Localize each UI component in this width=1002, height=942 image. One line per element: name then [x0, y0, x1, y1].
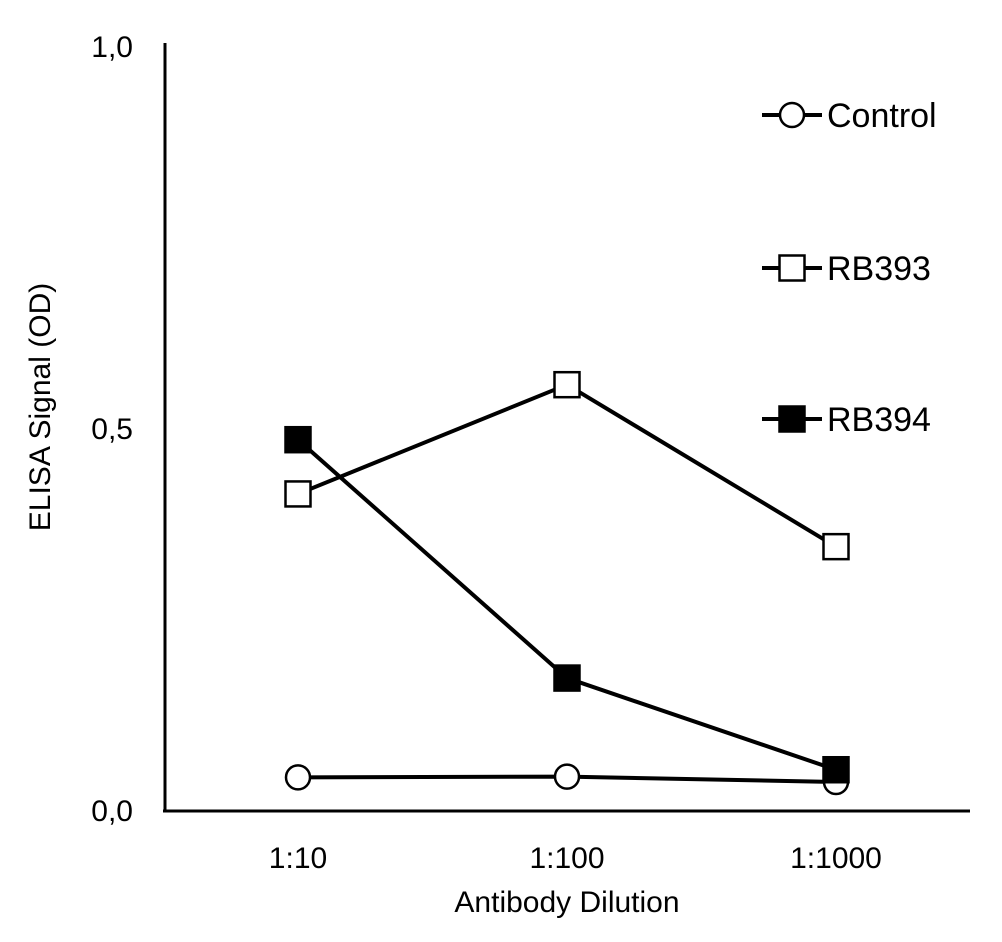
legend-label: Control	[827, 97, 937, 135]
y-tick-label: 0,0	[91, 795, 133, 828]
y-tick-label: 1,0	[91, 31, 133, 64]
data-point-rb393	[553, 370, 581, 399]
x-tick-label: 1:1000	[790, 842, 882, 875]
legend-marker-control	[778, 101, 806, 129]
x-axis-title: Antibody Dilution	[454, 886, 679, 919]
data-point-rb393	[822, 532, 850, 561]
data-point-rb393	[284, 480, 312, 508]
legend-marker-rb393	[778, 254, 806, 282]
series-line-rb393	[297, 382, 838, 549]
data-point-rb394	[822, 755, 850, 784]
series-rb393	[284, 370, 850, 561]
legend-entry-rb394: RB394	[762, 401, 931, 439]
data-point-rb394	[553, 664, 581, 692]
axes	[163, 43, 970, 813]
legend-entry-rb393: RB393	[762, 250, 931, 288]
x-tick-label: 1:100	[529, 842, 604, 875]
legend-label: RB394	[827, 401, 931, 439]
legend: Control RB393 RB394	[762, 97, 937, 439]
x-tick-label: 1:10	[269, 842, 327, 875]
series-lines	[284, 370, 850, 796]
x-tick-labels: 1:10 1:100 1:1000	[269, 842, 882, 875]
y-tick-labels: 0,0 0,5 1,0	[91, 31, 133, 828]
y-axis-title: ELISA Signal (OD)	[24, 283, 57, 531]
y-tick-label: 0,5	[91, 413, 133, 446]
series-control	[284, 763, 850, 796]
series-line-rb394	[296, 438, 837, 772]
legend-label: RB393	[827, 250, 931, 288]
series-rb394	[284, 425, 850, 784]
legend-marker-rb394	[778, 405, 806, 433]
data-point-control	[553, 763, 581, 790]
legend-entry-control: Control	[762, 97, 937, 135]
data-point-control	[284, 764, 312, 791]
data-point-rb394	[284, 425, 312, 454]
